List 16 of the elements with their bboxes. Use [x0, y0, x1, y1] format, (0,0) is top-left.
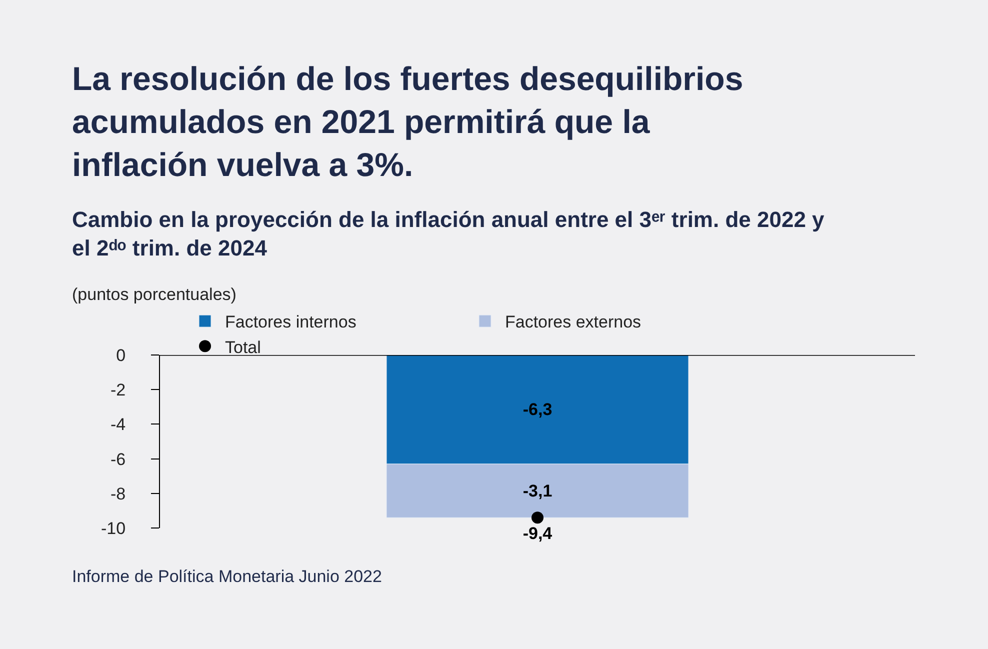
y-tick-label: -2: [110, 380, 126, 400]
chart-subtitle: Cambio en la proyección de la inflación anual entre el 3ᵉʳ trim. de 2022 y el 2ᵈᵒ trim. de 2024: [72, 207, 826, 261]
data-label: -6,3: [522, 400, 552, 419]
y-tick-label: -4: [110, 415, 126, 434]
y-tick-label: -8: [110, 484, 126, 504]
legend-label: Factores externos: [505, 312, 642, 332]
legend-label: Total: [225, 338, 261, 357]
y-tick-label: -10: [101, 518, 126, 538]
data-label: -9,4: [522, 524, 553, 543]
text: Informe de Política Monetaria Junio 2022: [72, 567, 382, 586]
y-tick-label: 0: [116, 346, 126, 365]
y-tick-label: -6: [110, 450, 126, 469]
y-axis-title: (puntos porcentuales): [72, 285, 236, 304]
data-label: -3,1: [522, 481, 552, 500]
chart-title: La resolución de los fuertes desequilibrios acumulados en 2021 permitirá que la inflación vuelva a 3%.: [72, 60, 744, 183]
legend-label: Factores internos: [225, 312, 356, 332]
